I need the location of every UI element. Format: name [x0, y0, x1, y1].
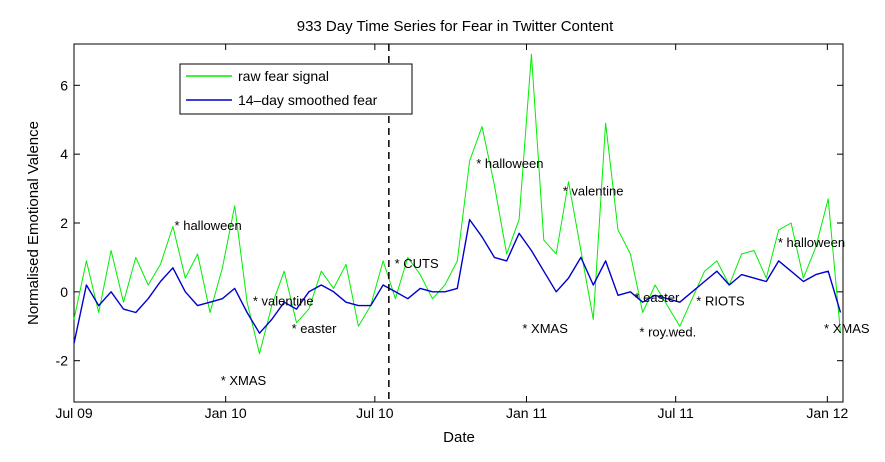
- x-tick-label: Jan 10: [205, 405, 247, 421]
- y-tick-labels: -2 0 2 4 6: [56, 77, 69, 368]
- x-tick-label: Jul 11: [658, 405, 695, 421]
- annotation-label: * valentine: [563, 183, 624, 198]
- annotation-label: * RIOTS: [696, 294, 745, 309]
- y-tick-label: 2: [60, 215, 68, 231]
- annotation-label: * XMAS: [522, 321, 568, 336]
- x-tick-label: Jul 09: [55, 405, 93, 421]
- x-tick-label: Jul 10: [356, 405, 394, 421]
- legend-label-smoothed: 14–day smoothed fear: [238, 92, 378, 108]
- y-axis-label: Normalised Emotional Valence: [25, 121, 42, 325]
- x-tick-labels: Jul 09 Jan 10 Jul 10 Jan 11 Jul 11 Jan 12: [55, 405, 848, 421]
- annotation-label: * easter: [634, 290, 679, 305]
- x-tick-label: Jan 12: [806, 405, 848, 421]
- chart-title: 933 Day Time Series for Fear in Twitter …: [297, 18, 614, 35]
- legend-label-raw: raw fear signal: [238, 68, 329, 84]
- annotation-label: * easter: [292, 321, 337, 336]
- x-axis-label: Date: [443, 429, 475, 446]
- x-tick-label: Jan 11: [506, 405, 547, 421]
- annotation-label: * roy.wed.: [639, 325, 696, 340]
- annotation-layer: * halloween * XMAS * valentine * easter * CU…: [175, 156, 870, 388]
- annotation-label: * halloween: [476, 156, 543, 171]
- annotation-label: * valentine: [253, 294, 314, 309]
- raw-fear-series-line: [73, 53, 841, 355]
- legend-box: [179, 63, 413, 115]
- annotation-label: * halloween: [175, 218, 242, 233]
- series-layer: [73, 53, 842, 355]
- y-tick-label: 6: [60, 77, 68, 93]
- tick-marks: [73, 44, 843, 402]
- y-tick-label: -2: [56, 353, 69, 369]
- smoothed-fear-series-line: [73, 218, 842, 344]
- annotation-label: * CUTS: [395, 256, 439, 271]
- annotation-label: * XMAS: [221, 373, 267, 388]
- annotation-label: * halloween: [778, 235, 845, 250]
- y-tick-label: 4: [60, 146, 68, 162]
- y-tick-label: 0: [60, 284, 68, 300]
- annotation-label: * XMAS: [824, 321, 870, 336]
- legend: raw fear signal 14–day smoothed fear: [179, 63, 413, 115]
